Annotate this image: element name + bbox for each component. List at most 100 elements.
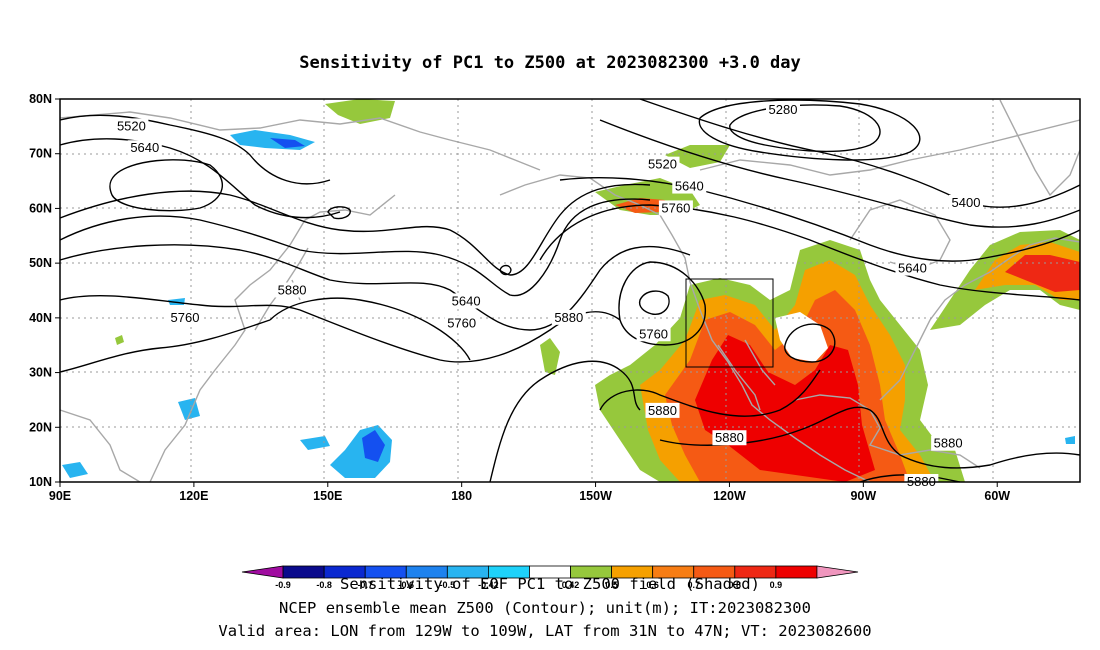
- contour-5880-bottom: [859, 474, 961, 483]
- shading-negative-spot5: [1065, 436, 1075, 444]
- contour-5880-ridge: [599, 369, 821, 417]
- contour-label-bg: [449, 293, 484, 309]
- contour-label-bg: [658, 200, 693, 216]
- y-tick-label: 20N: [29, 420, 52, 434]
- contour-5400-ring: [698, 99, 921, 161]
- contour-label-bg: [444, 315, 479, 331]
- colorbar-label: 0.42: [562, 580, 580, 590]
- lat-lon-grid: [60, 99, 1080, 482]
- contour-label-bg: [645, 402, 680, 418]
- x-tick-label: 150E: [313, 489, 342, 503]
- coastline-gulf: [794, 394, 981, 469]
- contour-5880-west: [59, 244, 691, 331]
- contour-label-bg: [672, 178, 707, 194]
- colorbar-label: 0.8: [729, 580, 742, 590]
- contour-label-bg: [895, 260, 930, 276]
- contour-label: 5760: [171, 310, 200, 325]
- contour-label: 5640: [898, 261, 927, 276]
- contour-label-bg: [948, 194, 983, 210]
- figure-title: Sensitivity of PC1 to Z500 at 2023082300…: [299, 53, 801, 73]
- coastline-alaska: [499, 174, 691, 283]
- x-axis-ticks: 90E 120E 150E 180 150W 120W 90W 60W: [49, 482, 1010, 503]
- map-frame: [59, 98, 1081, 483]
- contour-label-bg: [931, 435, 966, 451]
- contour-label: 5760: [639, 326, 668, 341]
- contour-label: 5760: [661, 200, 690, 215]
- y-tick-label: 40N: [29, 311, 52, 325]
- contour-5760-low: [618, 261, 706, 346]
- contour-5880-south: [59, 295, 621, 363]
- contour-5880-se: [659, 406, 1081, 469]
- colorbar-label: -0.42: [478, 580, 499, 590]
- colorbar: -0.9 -0.8 -0.7 -0.6 -0.5 -0.42 0.42 0.5 0.6 0.7 0.…: [241, 565, 859, 590]
- contour-5520-west: [59, 114, 331, 185]
- y-tick-label: 60N: [29, 201, 52, 215]
- y-tick-label: 30N: [29, 366, 52, 380]
- contour-label: 5880: [648, 403, 677, 418]
- contour-label: 5880: [715, 430, 744, 445]
- contour-5640-east: [559, 177, 1081, 262]
- coastline-na-east: [879, 237, 1081, 401]
- colorbar-label: -0.5: [440, 580, 456, 590]
- colorbar-caption: Sensitivity of EOF PC1 to Z500 field (Sh…: [340, 575, 760, 593]
- x-tick-label: 120W: [713, 489, 746, 503]
- coastline-greenland: [999, 99, 1081, 197]
- coastline-east-asia: [59, 194, 396, 483]
- contour-5640-trough: [59, 183, 651, 276]
- contour-label: 5520: [117, 118, 146, 133]
- y-axis-ticks: 80N 70N 60N 50N 40N 30N 20N 10N: [29, 92, 60, 489]
- footer-line-1: NCEP ensemble mean Z500 (Contour); unit(…: [279, 599, 811, 617]
- colorbar-swatch: [816, 565, 859, 579]
- coastline-na-west: [689, 281, 871, 483]
- contour-label: 5880: [278, 283, 307, 298]
- contour-label: 5760: [447, 315, 476, 330]
- colorbar-swatch: [282, 565, 325, 579]
- contour-5760-east: [539, 204, 1081, 301]
- shading-negative-wpac-core: [362, 430, 385, 462]
- contour-5400: [639, 98, 1081, 208]
- coastline-siberia: [59, 111, 541, 171]
- shading-negative-spot2: [62, 462, 88, 478]
- contour-label-bg: [167, 309, 202, 325]
- contour-5880-loop: [269, 297, 471, 361]
- z500-contours: [59, 98, 1081, 483]
- shading-negative-kamchatka-core: [270, 138, 305, 148]
- colorbar-label: 0.7: [687, 580, 700, 590]
- x-tick-label: 180: [451, 489, 472, 503]
- x-tick-label: 90W: [850, 489, 876, 503]
- sensitivity-shading: [62, 99, 1080, 482]
- y-tick-label: 10N: [29, 475, 52, 489]
- contour-label: 5640: [452, 293, 481, 308]
- colorbar-label: -0.8: [316, 580, 332, 590]
- footer-line-2: Valid area: LON from 129W to 109W, LAT f…: [218, 622, 871, 640]
- contour-small-1: [327, 206, 351, 220]
- contour-5760-west: [59, 198, 651, 297]
- contour-label-bg: [636, 326, 671, 342]
- contour-small-2: [499, 264, 512, 276]
- contour-label-bg: [766, 101, 801, 117]
- y-tick-label: 50N: [29, 256, 52, 270]
- x-tick-label: 60W: [984, 489, 1010, 503]
- contour-label: 5640: [675, 179, 704, 194]
- contour-label: 5400: [952, 195, 981, 210]
- colorbar-label: 0.5: [605, 580, 618, 590]
- colorbar-label: 0.9: [770, 580, 783, 590]
- shading-positive-arctic: [665, 145, 730, 168]
- contour-5520-east: [599, 119, 1081, 228]
- contour-label-bg: [275, 282, 310, 298]
- map-panel: 5520 5640 5880 5760 5640 5760 5880 5760 5880 5880…: [59, 98, 1081, 489]
- contour-5640-loop: [109, 159, 223, 212]
- shading-positive-small: [115, 335, 124, 345]
- colorbar-label: -0.6: [399, 580, 415, 590]
- contour-label: 5880: [934, 436, 963, 451]
- shading-positive-atlantic-red: [1005, 255, 1080, 292]
- contour-label: 5520: [648, 157, 677, 172]
- colorbar-label: -0.7: [357, 580, 373, 590]
- valid-area-box: [685, 278, 774, 368]
- x-tick-label: 120E: [179, 489, 208, 503]
- x-tick-label: 90E: [49, 489, 71, 503]
- y-tick-label: 70N: [29, 147, 52, 161]
- colorbar-label: -0.9: [275, 580, 291, 590]
- coastline-arctic-canada: [699, 119, 1081, 176]
